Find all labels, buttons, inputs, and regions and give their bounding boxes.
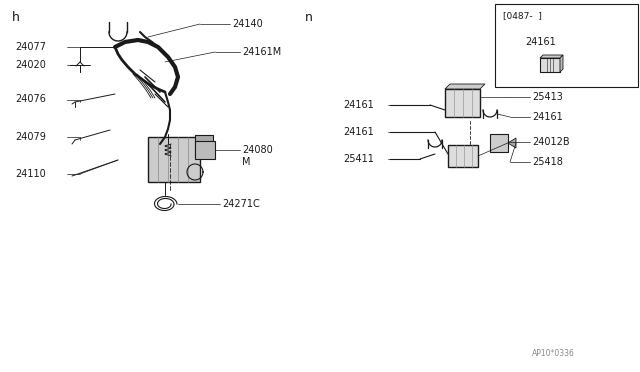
Text: 24110: 24110	[15, 169, 45, 179]
Text: 25411: 25411	[343, 154, 374, 164]
Bar	[195, 141, 215, 159]
Polygon shape	[540, 55, 563, 58]
Text: M: M	[242, 157, 250, 167]
Text: 25418: 25418	[532, 157, 563, 167]
Text: 24161: 24161	[525, 37, 556, 47]
Text: 25413: 25413	[532, 92, 563, 102]
Text: AP10*0336: AP10*0336	[532, 350, 575, 359]
Bar	[540, 58, 560, 72]
Polygon shape	[560, 55, 563, 72]
Text: 24161: 24161	[343, 100, 374, 110]
Text: 24161: 24161	[343, 127, 374, 137]
Text: 24079: 24079	[15, 132, 46, 142]
Text: 24080: 24080	[242, 145, 273, 155]
Text: h: h	[12, 10, 20, 23]
Text: [0487-  ]: [0487- ]	[503, 12, 542, 20]
Text: 24161: 24161	[532, 112, 563, 122]
Text: 24077: 24077	[15, 42, 46, 52]
Bar	[495, 4, 638, 87]
Bar	[195, 135, 213, 157]
Polygon shape	[445, 84, 485, 89]
Text: 24020: 24020	[15, 60, 46, 70]
Text: 24271C: 24271C	[222, 199, 260, 209]
Polygon shape	[508, 138, 516, 148]
Bar	[445, 89, 480, 117]
Bar	[448, 145, 478, 167]
Text: 24161M: 24161M	[242, 47, 281, 57]
Text: 24140: 24140	[232, 19, 263, 29]
Text: 24076: 24076	[15, 94, 46, 104]
Bar	[148, 137, 200, 182]
Text: n: n	[305, 10, 313, 23]
Bar	[490, 134, 508, 152]
Text: 24012B: 24012B	[532, 137, 570, 147]
